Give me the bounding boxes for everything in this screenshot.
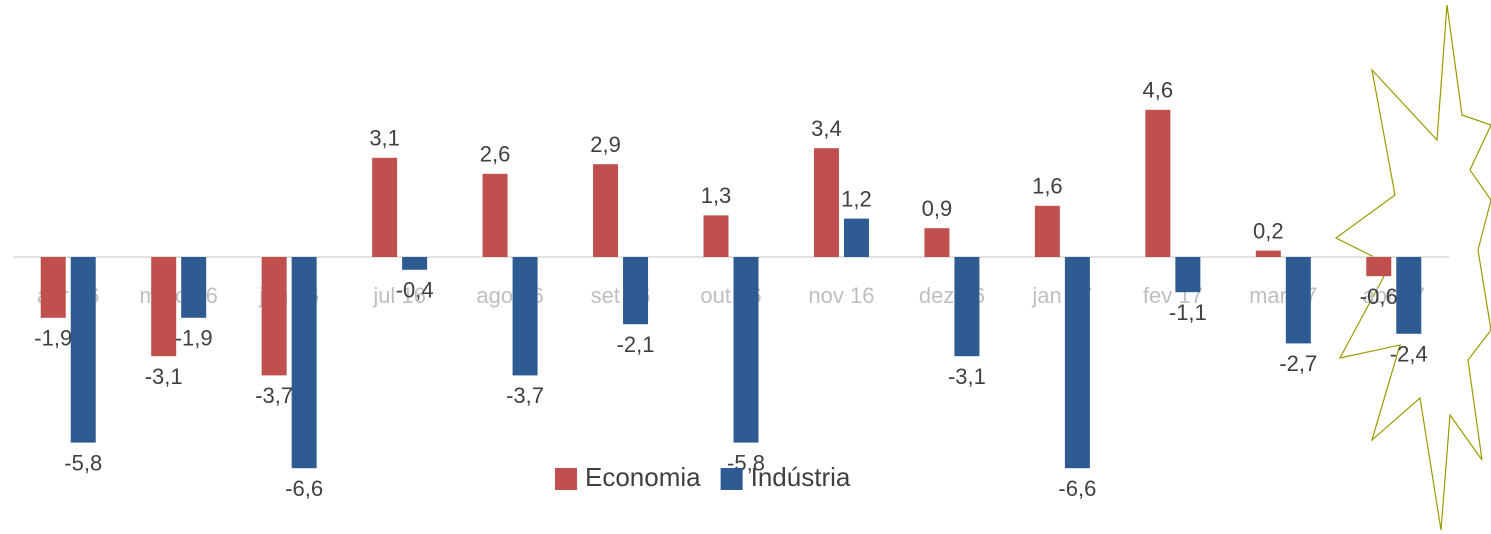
data-label: -5,8 bbox=[64, 450, 102, 475]
data-label: 2,6 bbox=[480, 142, 511, 167]
x-tick-label: nov 16 bbox=[808, 283, 874, 308]
data-label: 4,6 bbox=[1143, 78, 1174, 103]
bar bbox=[40, 257, 66, 318]
bar bbox=[703, 215, 729, 257]
bar bbox=[813, 148, 839, 257]
data-label: -3,7 bbox=[506, 383, 544, 408]
bar bbox=[512, 257, 538, 376]
bar bbox=[733, 257, 759, 443]
data-label: 1,2 bbox=[841, 186, 872, 211]
data-label: 2,9 bbox=[590, 132, 621, 157]
data-label: -6,6 bbox=[285, 476, 323, 501]
bar bbox=[1064, 257, 1090, 469]
legend-label: Indústria bbox=[751, 462, 851, 492]
data-label: -0,6 bbox=[1360, 284, 1398, 309]
bar bbox=[291, 257, 317, 469]
starburst bbox=[1334, 4, 1491, 531]
bar bbox=[1255, 250, 1281, 257]
legend-swatch bbox=[720, 468, 743, 490]
data-label: -3,1 bbox=[145, 364, 183, 389]
data-label: -0,4 bbox=[396, 278, 434, 303]
bar bbox=[593, 164, 619, 257]
bar bbox=[843, 218, 869, 257]
data-label: 0,9 bbox=[922, 196, 953, 221]
bar bbox=[181, 257, 207, 318]
bar bbox=[1145, 109, 1171, 257]
data-label: 1,6 bbox=[1032, 174, 1063, 199]
bar bbox=[954, 257, 980, 357]
bar bbox=[70, 257, 96, 443]
bar bbox=[372, 157, 398, 257]
bar bbox=[1396, 257, 1422, 334]
bar bbox=[1366, 257, 1392, 277]
data-label: -3,7 bbox=[255, 383, 293, 408]
legend-label: Economia bbox=[585, 462, 701, 492]
data-label: -2,1 bbox=[617, 332, 655, 357]
data-label: 3,1 bbox=[369, 126, 400, 151]
data-label: -2,7 bbox=[1279, 351, 1317, 376]
bar bbox=[151, 257, 177, 357]
x-tick-label: jul 16 bbox=[372, 283, 426, 308]
bar bbox=[261, 257, 287, 376]
data-label: -6,6 bbox=[1058, 476, 1096, 501]
data-label: 3,4 bbox=[811, 116, 842, 141]
data-label: -1,9 bbox=[175, 326, 213, 351]
data-label: 1,3 bbox=[701, 183, 732, 208]
data-label: -3,1 bbox=[948, 364, 986, 389]
data-label: -1,1 bbox=[1169, 300, 1207, 325]
bar bbox=[623, 257, 649, 325]
data-label: -1,9 bbox=[34, 326, 72, 351]
data-label: 0,2 bbox=[1253, 218, 1284, 243]
bar bbox=[402, 257, 428, 270]
bar bbox=[1034, 205, 1060, 257]
data-label: -2,4 bbox=[1390, 342, 1428, 367]
bar bbox=[924, 228, 950, 257]
legend-swatch bbox=[555, 468, 577, 490]
bar bbox=[1175, 257, 1201, 293]
bar bbox=[1285, 257, 1311, 344]
bar bbox=[482, 173, 508, 257]
